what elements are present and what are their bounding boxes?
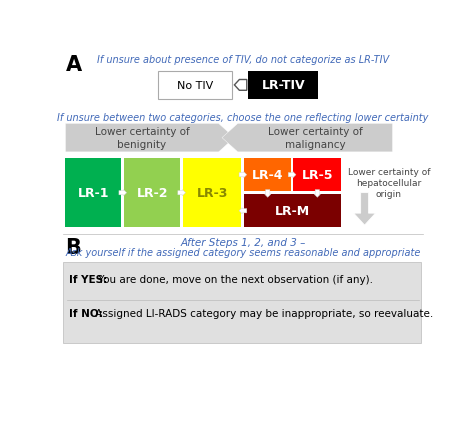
Text: If unsure between two categories, choose the one reflecting lower certainty: If unsure between two categories, choose… — [57, 112, 428, 123]
Text: LR-1: LR-1 — [78, 187, 109, 200]
Polygon shape — [222, 124, 392, 153]
Polygon shape — [354, 193, 375, 225]
FancyBboxPatch shape — [248, 72, 318, 100]
FancyBboxPatch shape — [245, 195, 341, 228]
Polygon shape — [65, 124, 235, 153]
Polygon shape — [264, 190, 271, 198]
Text: If YES:: If YES: — [69, 274, 107, 284]
Text: After Steps 1, 2, and 3 –: After Steps 1, 2, and 3 – — [180, 238, 306, 248]
Text: You are done, move on the next observation (if any).: You are done, move on the next observati… — [95, 274, 373, 284]
FancyBboxPatch shape — [158, 72, 232, 100]
Text: LR-3: LR-3 — [197, 187, 228, 200]
Polygon shape — [119, 190, 127, 196]
Text: Ask yourself if the assigned category seems reasonable and appropriate: Ask yourself if the assigned category se… — [65, 247, 420, 257]
Polygon shape — [314, 190, 320, 198]
Text: LR-TIV: LR-TIV — [262, 79, 305, 92]
Text: LR-4: LR-4 — [252, 169, 283, 182]
Text: If unsure about presence of TIV, do not categorize as LR-TIV: If unsure about presence of TIV, do not … — [97, 55, 389, 65]
FancyBboxPatch shape — [293, 158, 341, 192]
Polygon shape — [239, 208, 247, 214]
Text: Lower certainty of
benignity: Lower certainty of benignity — [95, 127, 190, 150]
Text: LR-5: LR-5 — [301, 169, 333, 182]
Text: A: A — [65, 55, 82, 75]
Text: No TIV: No TIV — [177, 81, 213, 91]
Polygon shape — [235, 81, 247, 91]
Text: B: B — [65, 237, 82, 257]
Polygon shape — [178, 190, 186, 196]
FancyBboxPatch shape — [124, 158, 180, 228]
Text: Lower certainty of
malignancy: Lower certainty of malignancy — [268, 127, 363, 150]
Text: LR-2: LR-2 — [137, 187, 168, 200]
FancyBboxPatch shape — [183, 158, 241, 228]
FancyBboxPatch shape — [245, 158, 291, 192]
FancyBboxPatch shape — [65, 158, 121, 228]
Text: Assigned LI-RADS category may be inappropriate, so reevaluate.: Assigned LI-RADS category may be inappro… — [92, 308, 433, 319]
Polygon shape — [239, 172, 247, 178]
Polygon shape — [288, 172, 296, 178]
Text: If NO:: If NO: — [69, 308, 102, 319]
FancyBboxPatch shape — [63, 262, 421, 343]
Text: Lower certainty of
hepatocellular
origin: Lower certainty of hepatocellular origin — [347, 168, 430, 199]
Text: LR-M: LR-M — [275, 205, 310, 218]
